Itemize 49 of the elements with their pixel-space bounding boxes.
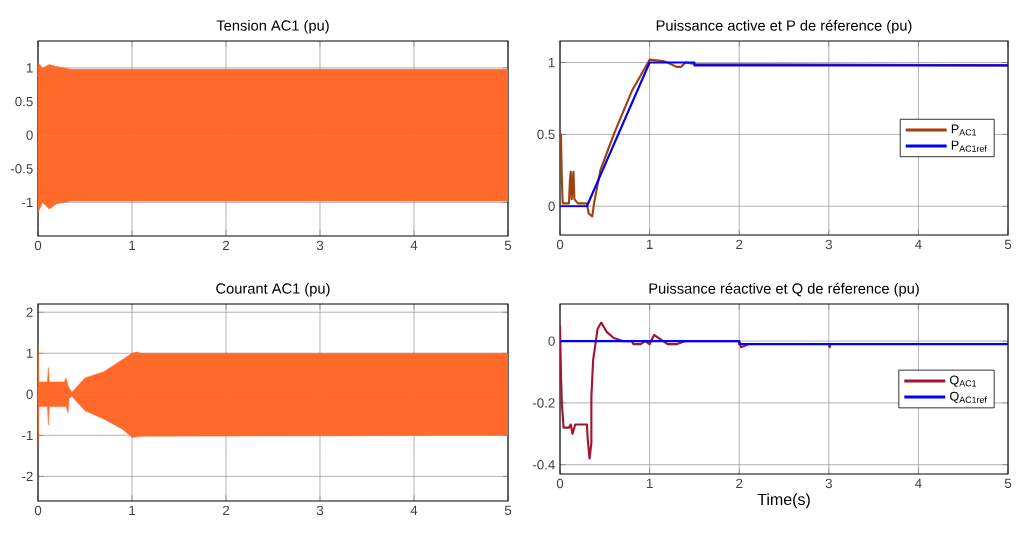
x-tick-label: 0: [34, 505, 42, 516]
y-tick-label: 0.5: [537, 129, 555, 140]
y-tick-label: 0: [548, 336, 555, 346]
y-tick-label: 1: [548, 57, 555, 68]
legend-label: Q$_{AC1ref}$: [950, 391, 987, 403]
x-tick-label: 2: [222, 505, 230, 516]
x-tick-label: 3: [825, 478, 832, 489]
x-axis-title: Time(s): [757, 493, 810, 509]
y-tick-label: 0: [26, 130, 33, 140]
x-tick-label: 0: [556, 239, 564, 250]
x-tick-label: 3: [316, 240, 324, 251]
x-tick-label: 5: [1004, 239, 1012, 249]
x-tick-label: 4: [915, 478, 922, 488]
x-tick-label: 0: [34, 240, 42, 251]
chart-title: Puissance active et P de réference (pu): [656, 19, 912, 34]
y-tick-label: 1: [26, 63, 33, 73]
x-tick-label: 0: [556, 478, 564, 489]
y-tick-label: 0.5: [15, 96, 33, 107]
x-tick-label: 2: [736, 239, 743, 250]
chart-title: Courant AC1 (pu): [216, 282, 330, 297]
x-tick-label: 5: [504, 505, 512, 516]
y-tick-label: -1: [22, 430, 33, 440]
x-tick-label: 4: [410, 505, 418, 515]
y-tick-label: 2: [26, 307, 33, 317]
x-tick-label: 1: [129, 240, 136, 250]
x-tick-label: 2: [222, 240, 230, 251]
y-tick-label: -0.4: [532, 460, 555, 470]
x-tick-label: 4: [915, 239, 922, 249]
y-tick-label: -0.5: [10, 164, 33, 174]
x-tick-label: 4: [410, 240, 418, 250]
y-tick-label: -1: [22, 197, 33, 207]
y-tick-label: 0: [548, 201, 555, 211]
legend-label: Q$_{AC1}$: [950, 375, 977, 387]
y-tick-label: -2: [22, 471, 33, 482]
x-tick-label: 3: [825, 239, 832, 250]
x-tick-label: 3: [316, 505, 324, 516]
y-tick-label: 1: [26, 348, 33, 358]
legend-label: P$_{AC1ref}$: [951, 140, 987, 152]
y-tick-label: -0.2: [532, 398, 555, 408]
chart-title: Tension AC1 (pu): [216, 19, 329, 34]
chart-title: Puissance réactive et Q de réference (pu): [649, 282, 919, 297]
x-tick-label: 5: [1004, 478, 1012, 489]
x-tick-label: 2: [736, 478, 743, 489]
y-tick-label: 0: [26, 389, 33, 400]
x-tick-label: 5: [504, 240, 512, 251]
x-tick-label: 1: [129, 505, 136, 515]
x-tick-label: 1: [646, 478, 653, 488]
legend-label: P$_{AC1}$: [951, 124, 977, 136]
x-tick-label: 1: [646, 239, 653, 249]
